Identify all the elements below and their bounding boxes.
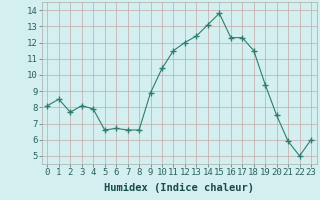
X-axis label: Humidex (Indice chaleur): Humidex (Indice chaleur) (104, 183, 254, 193)
